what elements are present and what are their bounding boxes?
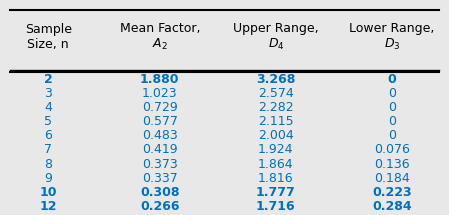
Text: 4: 4 bbox=[44, 101, 52, 114]
Text: 1.023: 1.023 bbox=[142, 87, 178, 100]
Text: 0.308: 0.308 bbox=[140, 186, 180, 199]
Text: Upper Range,
$D_4$: Upper Range, $D_4$ bbox=[233, 22, 319, 52]
Text: 3.268: 3.268 bbox=[256, 73, 295, 86]
Text: Lower Range,
$D_3$: Lower Range, $D_3$ bbox=[349, 22, 435, 52]
Text: 2.574: 2.574 bbox=[258, 87, 294, 100]
Text: 0.076: 0.076 bbox=[374, 143, 410, 157]
Text: 5: 5 bbox=[44, 115, 52, 128]
Text: 0.223: 0.223 bbox=[372, 186, 412, 199]
Text: 1.816: 1.816 bbox=[258, 172, 294, 185]
Text: Mean Factor,
$A_2$: Mean Factor, $A_2$ bbox=[119, 22, 200, 52]
Text: 12: 12 bbox=[40, 200, 57, 213]
Text: 2: 2 bbox=[44, 73, 53, 86]
Text: 0.373: 0.373 bbox=[142, 158, 178, 170]
Text: 0: 0 bbox=[388, 101, 396, 114]
Text: 0: 0 bbox=[388, 129, 396, 142]
Text: 0.419: 0.419 bbox=[142, 143, 178, 157]
Text: 0.729: 0.729 bbox=[142, 101, 178, 114]
Text: 0: 0 bbox=[387, 73, 396, 86]
Text: 1.716: 1.716 bbox=[256, 200, 295, 213]
Text: 2.115: 2.115 bbox=[258, 115, 294, 128]
Text: 0.337: 0.337 bbox=[142, 172, 178, 185]
Text: 2.004: 2.004 bbox=[258, 129, 294, 142]
Text: 2.282: 2.282 bbox=[258, 101, 294, 114]
Text: 7: 7 bbox=[44, 143, 52, 157]
Text: 1.864: 1.864 bbox=[258, 158, 294, 170]
Text: 1.880: 1.880 bbox=[140, 73, 180, 86]
Text: 1.777: 1.777 bbox=[256, 186, 296, 199]
Text: 10: 10 bbox=[40, 186, 57, 199]
Text: 0: 0 bbox=[388, 87, 396, 100]
Text: Sample
Size, n: Sample Size, n bbox=[25, 23, 72, 51]
Text: 0.184: 0.184 bbox=[374, 172, 409, 185]
Text: 1.924: 1.924 bbox=[258, 143, 294, 157]
Text: 8: 8 bbox=[44, 158, 52, 170]
Text: 3: 3 bbox=[44, 87, 52, 100]
Text: 0.136: 0.136 bbox=[374, 158, 409, 170]
Text: 0.577: 0.577 bbox=[142, 115, 178, 128]
Text: 0.266: 0.266 bbox=[140, 200, 180, 213]
Text: 0.284: 0.284 bbox=[372, 200, 412, 213]
Text: 6: 6 bbox=[44, 129, 52, 142]
Text: 9: 9 bbox=[44, 172, 52, 185]
Text: 0: 0 bbox=[388, 115, 396, 128]
Text: 0.483: 0.483 bbox=[142, 129, 178, 142]
